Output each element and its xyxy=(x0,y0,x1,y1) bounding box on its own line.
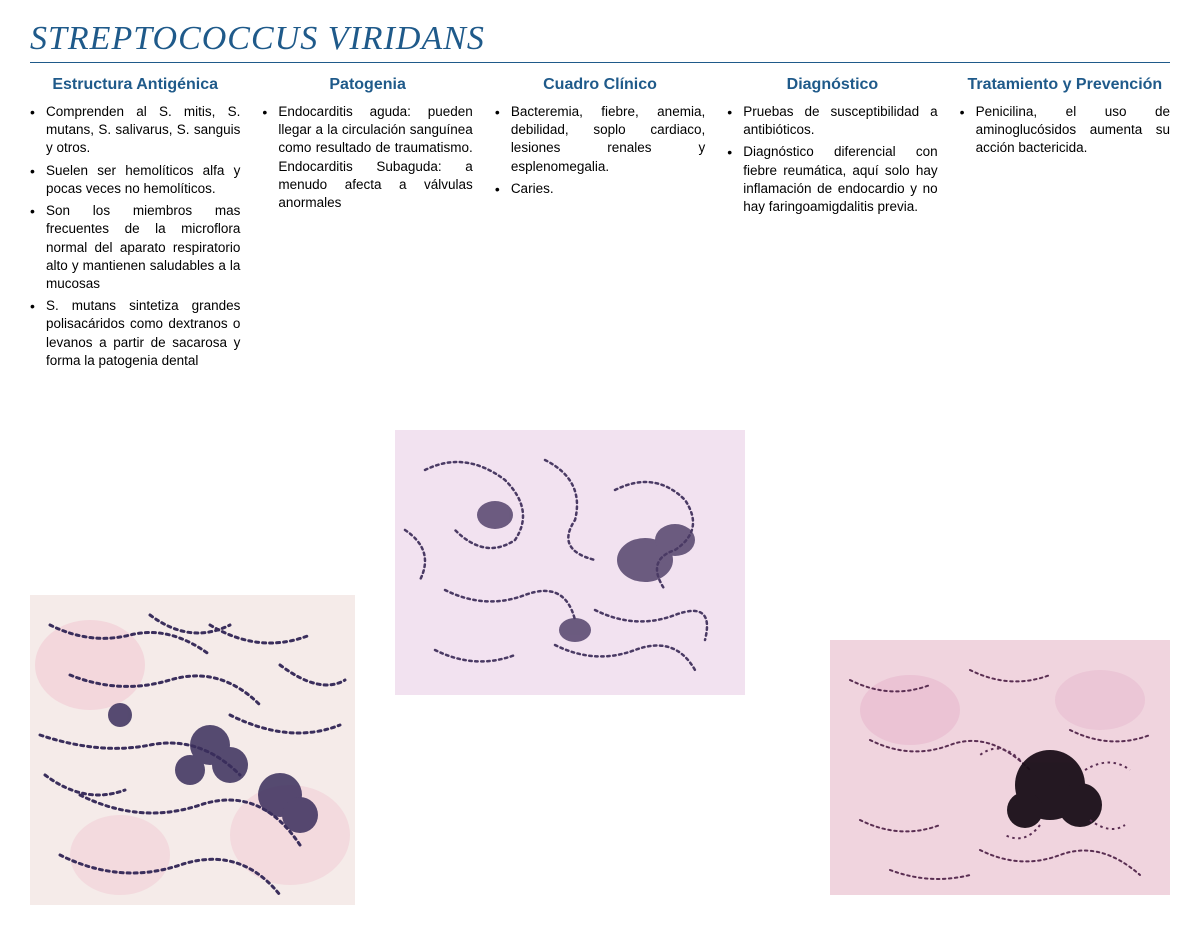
list-item: Comprenden al S. mitis, S. mutans, S. sa… xyxy=(30,103,240,158)
list-item: Bacteremia, fiebre, anemia, debilidad, s… xyxy=(495,103,705,176)
col-estructura: Estructura Antigénica Comprenden al S. m… xyxy=(30,75,240,374)
micrograph-left xyxy=(30,595,355,905)
bullet-list: Endocarditis aguda: pueden llegar a la c… xyxy=(262,103,472,212)
col-cuadro: Cuadro Clínico Bacteremia, fiebre, anemi… xyxy=(495,75,705,374)
columns-container: Estructura Antigénica Comprenden al S. m… xyxy=(30,75,1170,374)
col-heading: Tratamiento y Prevención xyxy=(960,75,1170,95)
list-item: Penicilina, el uso de aminoglucósidos au… xyxy=(960,103,1170,158)
col-heading: Estructura Antigénica xyxy=(30,75,240,95)
list-item: Diagnóstico diferencial con fiebre reumá… xyxy=(727,143,937,216)
list-item: Pruebas de susceptibilidad a antibiótico… xyxy=(727,103,937,139)
col-heading: Cuadro Clínico xyxy=(495,75,705,95)
bullet-list: Pruebas de susceptibilidad a antibiótico… xyxy=(727,103,937,216)
bullet-list: Penicilina, el uso de aminoglucósidos au… xyxy=(960,103,1170,158)
col-diagnostico: Diagnóstico Pruebas de susceptibilidad a… xyxy=(727,75,937,374)
page-title: STREPTOCOCCUS VIRIDANS xyxy=(30,20,1170,63)
micrograph-right xyxy=(830,640,1170,895)
col-patogenia: Patogenia Endocarditis aguda: pueden lle… xyxy=(262,75,472,374)
list-item: Caries. xyxy=(495,180,705,198)
col-heading: Patogenia xyxy=(262,75,472,95)
bullet-list: Bacteremia, fiebre, anemia, debilidad, s… xyxy=(495,103,705,198)
col-tratamiento: Tratamiento y Prevención Penicilina, el … xyxy=(960,75,1170,374)
micrograph-center xyxy=(395,430,745,695)
col-heading: Diagnóstico xyxy=(727,75,937,95)
bullet-list: Comprenden al S. mitis, S. mutans, S. sa… xyxy=(30,103,240,370)
list-item: S. mutans sintetiza grandes polisacárido… xyxy=(30,297,240,370)
list-item: Suelen ser hemolíticos alfa y pocas vece… xyxy=(30,162,240,198)
list-item: Endocarditis aguda: pueden llegar a la c… xyxy=(262,103,472,212)
list-item: Son los miembros mas frecuentes de la mi… xyxy=(30,202,240,293)
